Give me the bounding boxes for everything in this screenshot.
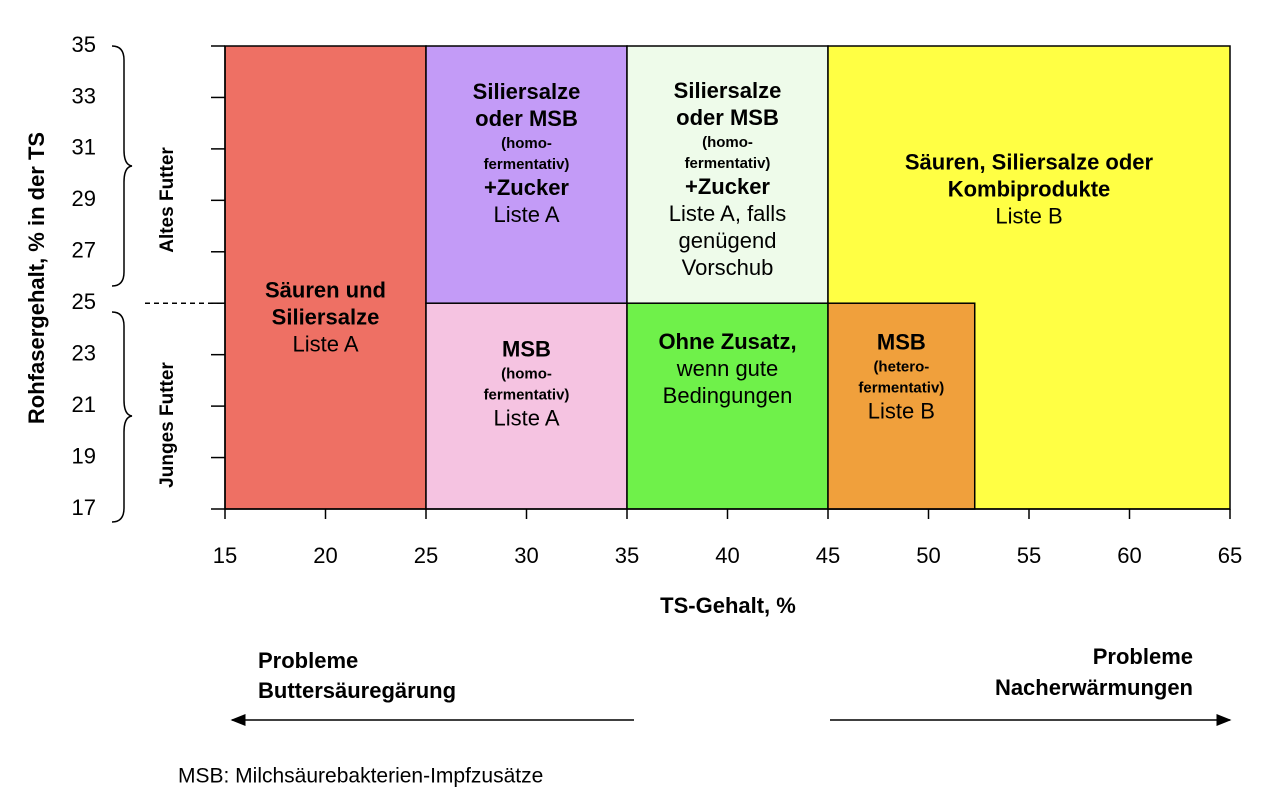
region — [626, 302, 829, 510]
region-label: fermentativ) — [858, 380, 944, 397]
region-label: +Zucker — [685, 174, 770, 199]
footnote: MSB: Milchsäurebakterien-Impfzusätze — [178, 765, 543, 788]
region — [827, 302, 976, 510]
x-tick-label: 20 — [313, 543, 337, 568]
region-label: oder MSB — [475, 106, 578, 131]
region-label: Liste B — [995, 203, 1062, 228]
region-label: fermentativ) — [484, 156, 570, 173]
group-label: Altes Futter — [157, 147, 178, 253]
region-label: Säuren, Siliersalze oder — [905, 149, 1154, 174]
y-tick-label: 31 — [72, 135, 96, 160]
region-label: (homo- — [501, 135, 552, 152]
x-tick-label: 65 — [1218, 543, 1242, 568]
y-tick-label: 19 — [72, 443, 96, 468]
region-label: Siliersalze — [674, 78, 782, 103]
x-tick-label: 25 — [414, 543, 438, 568]
y-tick-label: 21 — [72, 392, 96, 417]
region — [425, 45, 628, 304]
x-tick-label: 55 — [1017, 543, 1041, 568]
region-label: Siliersalze — [272, 304, 380, 329]
y-tick-label: 17 — [72, 495, 96, 520]
region-label: MSB — [502, 336, 551, 361]
region-label: (hetero- — [873, 359, 929, 376]
region-label: genügend — [679, 228, 777, 253]
region-label: Liste A, falls — [669, 201, 786, 226]
region-label: fermentativ) — [685, 155, 771, 172]
y-tick-label: 33 — [72, 83, 96, 108]
x-tick-label: 40 — [715, 543, 739, 568]
y-tick-label: 23 — [72, 340, 96, 365]
y-tick-label: 29 — [72, 186, 96, 211]
region-label: oder MSB — [676, 105, 779, 130]
region-label: (homo- — [702, 134, 753, 151]
group-label: Junges Futter — [157, 362, 178, 488]
brace — [111, 45, 133, 287]
x-axis-label: TS-Gehalt, % — [660, 593, 796, 618]
y-axis-label: Rohfasergehalt, % in der TS — [24, 132, 49, 424]
region-label: Liste B — [868, 398, 935, 423]
x-tick-label: 30 — [514, 543, 538, 568]
left-note: Buttersäuregärung — [258, 678, 456, 703]
region-label: Liste A — [493, 202, 559, 227]
x-tick-label: 45 — [816, 543, 840, 568]
region-label: Liste A — [493, 405, 559, 430]
region-label: Liste A — [292, 331, 358, 356]
x-tick-label: 15 — [213, 543, 237, 568]
region-label: Bedingungen — [663, 383, 793, 408]
region — [626, 45, 829, 304]
region-label: Ohne Zusatz, — [658, 329, 796, 354]
right-note: Probleme — [1093, 644, 1193, 669]
region-label: +Zucker — [484, 175, 569, 200]
region-label: Säuren und — [265, 277, 386, 302]
region-label: wenn gute — [676, 356, 779, 381]
y-tick-label: 35 — [72, 32, 96, 57]
region-label: (homo- — [501, 366, 552, 383]
y-tick-label: 27 — [72, 238, 96, 263]
left-note: Probleme — [258, 648, 358, 673]
region-label: Kombiprodukte — [948, 176, 1111, 201]
region-label: Vorschub — [682, 255, 774, 280]
x-tick-label: 50 — [916, 543, 940, 568]
right-note: Nacherwärmungen — [995, 675, 1193, 700]
region-label: MSB — [877, 329, 926, 354]
brace — [111, 311, 133, 523]
region-label: Siliersalze — [473, 79, 581, 104]
region-label: fermentativ) — [484, 387, 570, 404]
x-tick-label: 35 — [615, 543, 639, 568]
y-tick-label: 25 — [72, 289, 96, 314]
x-tick-label: 60 — [1117, 543, 1141, 568]
